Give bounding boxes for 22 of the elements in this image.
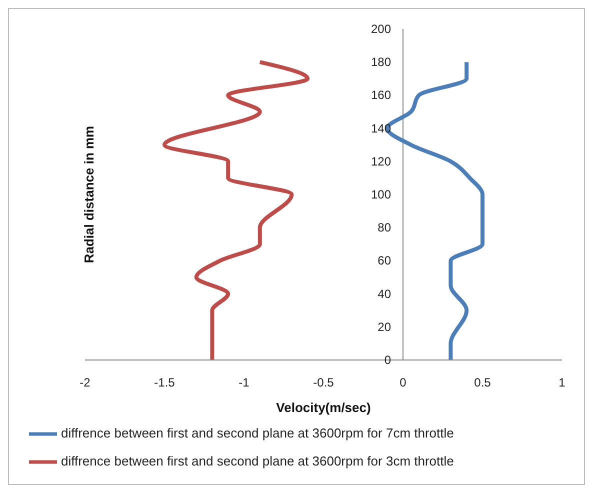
x-tick-label: -2 xyxy=(80,376,91,390)
legend-label: diffrence between first and second plane at 3600rpm for 7cm throttle xyxy=(61,425,454,440)
legend-label: diffrence between first and second plane at 3600rpm for 3cm throttle xyxy=(61,453,454,468)
y-tick-label: 200 xyxy=(370,22,392,36)
x-tick-label: 1 xyxy=(558,376,566,390)
y-tick-label: 160 xyxy=(370,88,392,102)
line-series xyxy=(162,60,310,360)
x-tick-label: -1.5 xyxy=(154,376,176,390)
x-tick-label: -1 xyxy=(238,376,250,390)
x-axis-title: Velocity(m/sec) xyxy=(276,400,371,415)
x-tick-label: -0.5 xyxy=(313,376,334,390)
x-tick-label: 0 xyxy=(400,376,407,390)
y-tick-label: 100 xyxy=(370,188,392,202)
y-tick-label: 0 xyxy=(384,353,392,367)
y-tick-label: 80 xyxy=(378,220,392,235)
y-tick-label: 20 xyxy=(378,320,392,334)
x-tick-label: 0.5 xyxy=(474,376,492,390)
y-axis-title: Radial distance in mm xyxy=(82,126,97,264)
y-tick-label: 120 xyxy=(370,154,392,168)
y-tick-label: 40 xyxy=(378,286,392,301)
y-tick-label: 180 xyxy=(370,55,392,70)
y-tick-label: 60 xyxy=(378,254,392,268)
